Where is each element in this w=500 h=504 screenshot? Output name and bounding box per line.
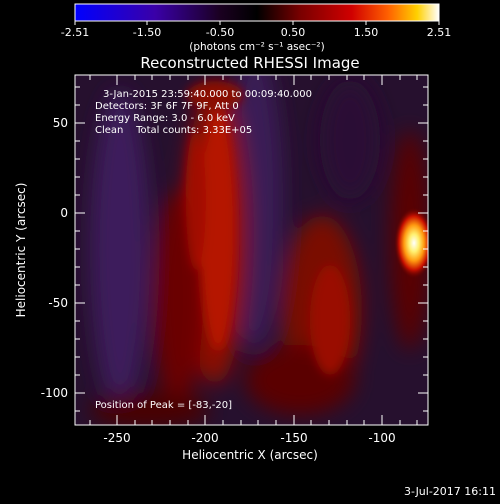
colorbar bbox=[75, 4, 439, 21]
plot-title: Reconstructed RHESSI Image bbox=[140, 54, 359, 72]
y-axis-ticks bbox=[75, 86, 428, 412]
plot-frame bbox=[74, 74, 429, 426]
observation-info: 3-Jan-2015 23:59:40.000 to 00:09:40.000 … bbox=[95, 89, 312, 136]
x-tick-label: -150 bbox=[280, 431, 307, 445]
info-clean-counts: Clean Total counts: 3.33E+05 bbox=[95, 125, 252, 136]
y-axis-label: Heliocentric Y (arcsec) bbox=[14, 183, 28, 318]
render-timestamp: 3-Jul-2017 16:11 bbox=[404, 485, 496, 498]
x-tick-label: -200 bbox=[191, 431, 218, 445]
colorbar-tick-label: 2.51 bbox=[427, 26, 452, 39]
x-tick-label: -100 bbox=[368, 431, 395, 445]
y-tick-label: 0 bbox=[60, 206, 68, 220]
colorbar-tick-label: -2.51 bbox=[61, 26, 89, 39]
info-detectors: Detectors: 3F 6F 7F 9F, Att 0 bbox=[95, 101, 239, 112]
solar-image bbox=[75, 75, 428, 425]
y-tick-label: 50 bbox=[53, 116, 68, 130]
info-energy-range: Energy Range: 3.0 - 6.0 keV bbox=[95, 113, 235, 124]
colorbar-ticks bbox=[74, 21, 440, 25]
colorbar-tick-label: 1.50 bbox=[354, 26, 379, 39]
x-axis-label: Heliocentric X (arcsec) bbox=[182, 448, 318, 462]
info-time-range: 3-Jan-2015 23:59:40.000 to 00:09:40.000 bbox=[103, 89, 312, 100]
peak-position-label: Position of Peak = [-83,-20] bbox=[95, 400, 232, 411]
colorbar-tick-label: 0.50 bbox=[281, 26, 306, 39]
colorbar-tick-label: -1.50 bbox=[133, 26, 161, 39]
colorbar-unit-label: (photons cm⁻² s⁻¹ asec⁻²) bbox=[189, 41, 324, 53]
x-axis-ticks bbox=[89, 75, 418, 425]
x-tick-label: -250 bbox=[103, 431, 130, 445]
y-tick-label: -100 bbox=[41, 386, 68, 400]
colorbar-frame bbox=[74, 3, 440, 22]
colorbar-tick-label: -0.50 bbox=[206, 26, 234, 39]
y-tick-label: -50 bbox=[48, 296, 68, 310]
